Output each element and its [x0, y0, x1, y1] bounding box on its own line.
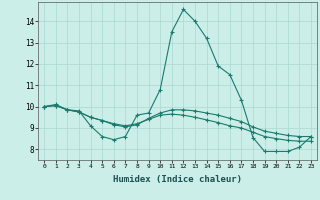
X-axis label: Humidex (Indice chaleur): Humidex (Indice chaleur) — [113, 175, 242, 184]
